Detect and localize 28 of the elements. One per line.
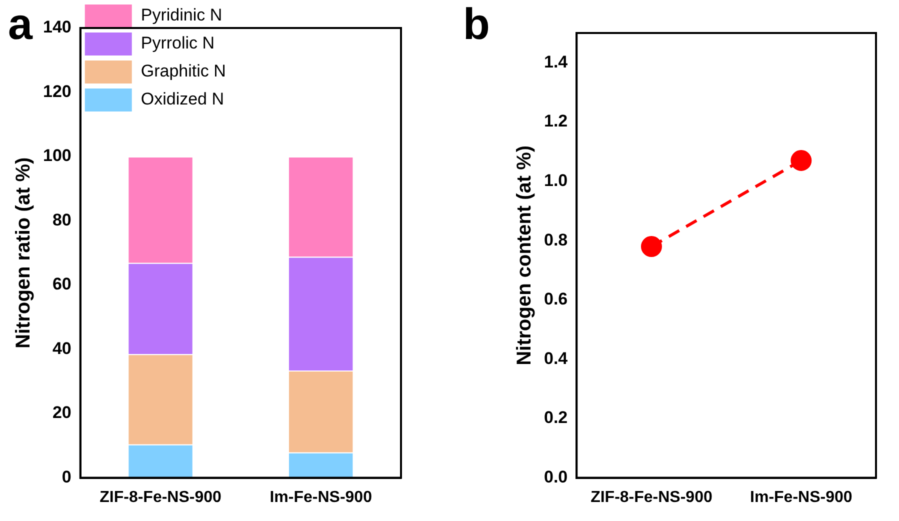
y-tick-label: 60: [52, 274, 72, 294]
y-tick-label: 100: [42, 146, 72, 166]
y-tick-label: 1.2: [544, 112, 568, 131]
legend-label: Pyrrolic N: [140, 34, 215, 53]
y-tick-label: 0.6: [544, 290, 568, 309]
x-tick-label: ZIF-8-Fe-NS-900: [590, 488, 712, 506]
x-tick-label: Im-Fe-NS-900: [750, 488, 852, 506]
y-tick-label: 1.0: [544, 170, 568, 190]
x-tick-label: ZIF-8-Fe-NS-900: [100, 488, 222, 506]
y-tick-label: 40: [52, 338, 72, 358]
y-tick-label: 0: [62, 467, 72, 486]
y-tick-label: 0.2: [544, 408, 568, 428]
y-tick-label: 0.0: [544, 467, 568, 486]
y-axis-title: Nitrogen content (at %): [514, 145, 536, 366]
text: a: [8, 0, 32, 50]
y-tick-label: 140: [42, 18, 72, 37]
legend-label: Graphitic N: [140, 62, 226, 81]
y-tick-label: 0.8: [544, 230, 568, 250]
legend-label: Oxidized N: [140, 90, 224, 109]
text: b: [463, 0, 490, 50]
legend-label: Pyridinic N: [140, 6, 222, 25]
y-tick-label: 120: [42, 82, 72, 101]
y-axis-title: Nitrogen ratio (at %): [12, 157, 35, 348]
y-tick-label: 1.4: [544, 52, 568, 72]
y-tick-label: 20: [52, 403, 72, 422]
y-tick-label: 80: [52, 210, 72, 230]
y-tick-label: 0.4: [544, 348, 568, 368]
x-tick-label: Im-Fe-NS-900: [270, 488, 372, 506]
